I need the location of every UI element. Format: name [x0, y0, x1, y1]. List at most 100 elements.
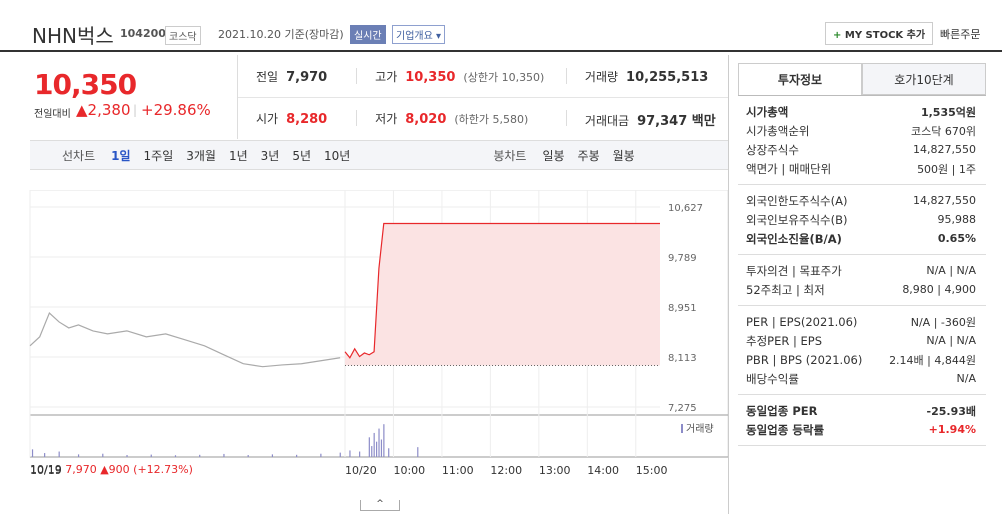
info-value: 1,535억원: [920, 105, 976, 119]
info-value: 500원 | 1주: [917, 162, 976, 176]
tabs: 투자정보 호가10단계: [738, 63, 986, 96]
info-row: 시가총액순위 코스닥 670위: [746, 121, 976, 140]
period-button[interactable]: 3개월: [186, 148, 216, 163]
volume-bar: [174, 455, 177, 457]
volume-bar: [339, 452, 341, 457]
volume-bar: [359, 451, 361, 457]
realtime-button[interactable]: 실시간: [350, 25, 386, 44]
summary-change: 900: [108, 463, 130, 476]
stats-note: (하한가 5,580): [454, 113, 529, 126]
info-row: 동일업종 등락률 +1.94%: [746, 420, 976, 439]
volume-bar: [150, 454, 152, 457]
stats-value: 10,350: [405, 70, 456, 85]
stats-value: 7,970: [286, 70, 328, 85]
mystock-button[interactable]: + MY STOCK 추가: [825, 22, 934, 45]
toolbar: 선차트 1일 1주일 3개월 1년 3년 5년 10년 봉차트 일봉 주봉 월봉: [30, 140, 728, 170]
stock-code: 104200: [120, 27, 166, 40]
mystock-text: MY STOCK 추가: [844, 30, 926, 41]
info-value: N/A | N/A: [926, 334, 976, 347]
info-value: 14,827,550: [913, 194, 976, 207]
line-chart-label: 선차트: [62, 148, 96, 163]
info-label: 투자의견 | 목표주가: [746, 263, 842, 278]
info-label: PER | EPS(2021.06): [746, 314, 858, 329]
stats-label: 고가: [375, 70, 398, 84]
volume-bar: [77, 454, 80, 457]
change-value: 2,380: [87, 101, 131, 119]
x-tick-label: 15:00: [636, 464, 668, 477]
info-label: 시가총액순위: [746, 123, 810, 138]
info-group: 외국인한도주식수(A) 14,827,550 외국인보유주식수(B) 95,988 외국…: [738, 185, 986, 255]
volume-bar: [247, 455, 249, 457]
info-row: 외국인소진율(B/A) 0.65%: [746, 229, 976, 248]
summary-pct: (+12.73%): [133, 463, 193, 476]
info-group: PER | EPS(2021.06) N/A | -360원 추정PER | EPS…: [738, 306, 986, 395]
x-tick-label: 10/20: [345, 464, 377, 477]
info-row: 액면가 | 매매단위 500원 | 1주: [746, 159, 976, 178]
change-label: 전일대비: [34, 109, 71, 120]
info-row: PER | EPS(2021.06) N/A | -360원: [746, 312, 976, 331]
info-row: 투자의견 | 목표주가 N/A | N/A: [746, 261, 976, 280]
volume-bar: [44, 453, 46, 457]
change-pct: +29.86%: [141, 101, 211, 119]
volume-bar: [320, 453, 322, 457]
stats: 전일 7,970 고가 10,350 (상한가 10,350) 거래량 10,255,513…: [238, 55, 728, 139]
stats-value: 8,280: [286, 112, 328, 127]
volume-bar: [378, 428, 380, 457]
info-value: 2.14배 | 4,844원: [889, 353, 976, 367]
stats-label: 시가: [256, 112, 279, 126]
stats-note: (상한가 10,350): [463, 71, 545, 84]
x-tick-label: 13:00: [539, 464, 571, 477]
summary-price: 7,970: [65, 463, 97, 476]
period-button[interactable]: 1주일: [143, 148, 174, 163]
y-tick-label: 7,275: [668, 403, 697, 414]
period-button[interactable]: 1년: [228, 148, 248, 163]
overview-dropdown[interactable]: 기업개요 ▾: [392, 25, 446, 44]
period-button[interactable]: 1일: [111, 148, 131, 163]
overview-text: 기업개요: [396, 31, 433, 42]
period-button[interactable]: 10년: [324, 148, 351, 163]
y-tick-label: 10,627: [668, 203, 703, 214]
info-value: N/A | -360원: [910, 315, 976, 329]
info-row: 시가총액 1,535억원: [746, 102, 976, 121]
info-row: PBR | BPS (2021.06) 2.14배 | 4,844원: [746, 350, 976, 369]
info-label: 시가총액: [746, 104, 789, 119]
info-value: -25.93배: [926, 404, 976, 418]
period-button[interactable]: 3년: [260, 148, 280, 163]
info-label: 외국인소진율(B/A): [746, 231, 842, 246]
price-line: [29, 311, 341, 368]
tab[interactable]: 호가10단계: [862, 63, 986, 95]
collapse-button[interactable]: ^: [360, 500, 400, 511]
x-tick-label: 11:00: [442, 464, 474, 477]
summary-date: 10/19: [30, 463, 62, 476]
volume-bar: [271, 454, 274, 457]
stats-label: 거래량: [584, 70, 619, 84]
volume-bar: [296, 454, 298, 457]
stats-cell: 전일 7,970: [238, 68, 356, 85]
period-button[interactable]: 5년: [292, 148, 312, 163]
volume-bar: [380, 439, 383, 457]
change: ▲2,380: [76, 101, 131, 119]
market-badge: 코스닥: [165, 26, 201, 45]
info-label: 배당수익률: [746, 371, 799, 386]
info-value: 8,980 | 4,900: [902, 283, 976, 296]
candle-period-button[interactable]: 월봉: [612, 148, 635, 163]
quick-order[interactable]: 빠른주문: [940, 28, 981, 41]
stats-cell: 시가 8,280: [238, 110, 356, 127]
stats-value: 97,347 백만: [637, 114, 716, 129]
prev-summary: 10/19 7,970 ▲900 (+12.73%): [30, 463, 193, 476]
info-label: 동일업종 PER: [746, 403, 818, 418]
volume-bar: [199, 454, 201, 457]
stats-cell: 거래대금 97,347 백만: [565, 110, 728, 129]
candle-period-button[interactable]: 일봉: [542, 148, 565, 163]
info-row: 상장주식수 14,827,550: [746, 140, 976, 159]
y-tick-label: 8,113: [668, 353, 697, 364]
tab[interactable]: 투자정보: [738, 63, 862, 95]
candle-period-button[interactable]: 주봉: [577, 148, 600, 163]
info-value: 14,827,550: [913, 143, 976, 156]
volume-bar: [31, 449, 34, 457]
volume-bar: [383, 424, 385, 457]
info-row: 외국인한도주식수(A) 14,827,550: [746, 191, 976, 210]
